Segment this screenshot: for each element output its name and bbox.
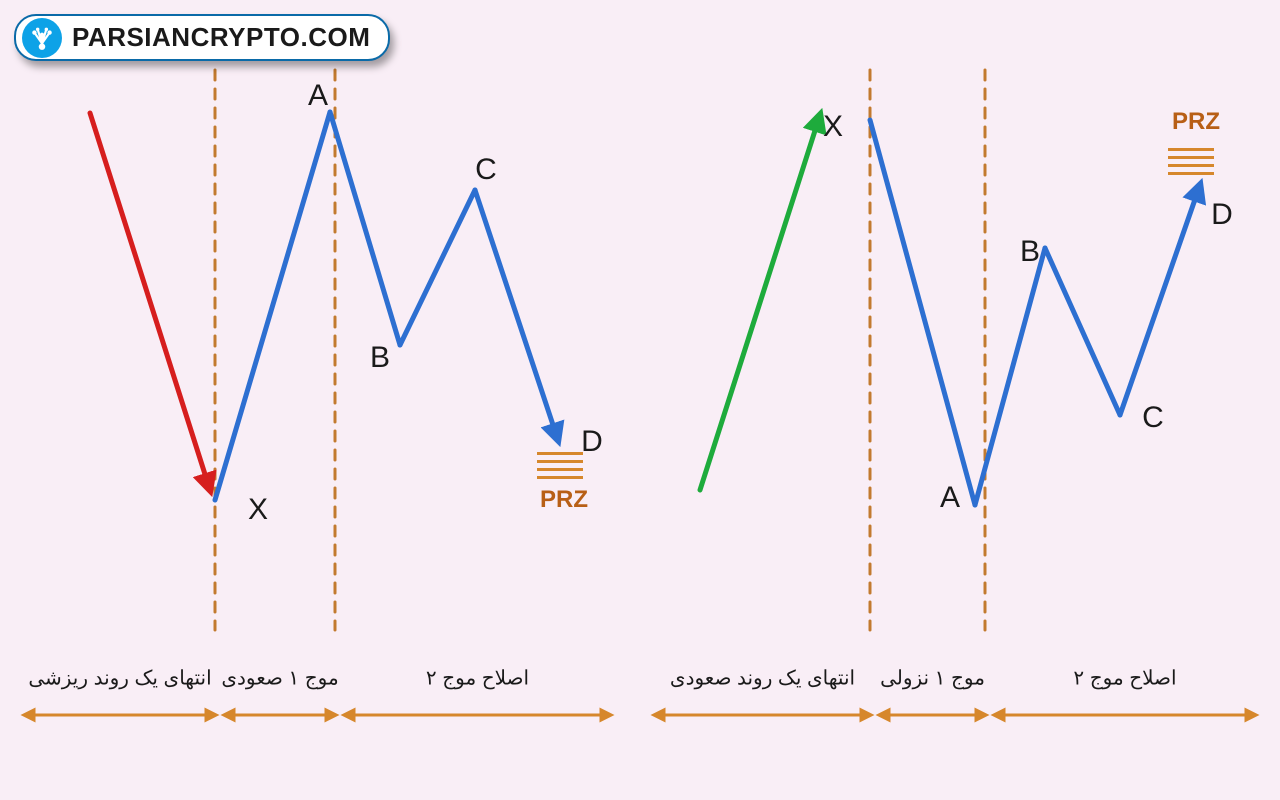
point-label: B — [370, 341, 390, 375]
point-label: C — [475, 153, 497, 187]
point-label: PRZ — [540, 486, 588, 514]
point-label: A — [308, 79, 328, 113]
prz-zone — [1168, 148, 1214, 180]
section-label: اصلاح موج ۲ — [426, 666, 529, 691]
point-label: D — [1211, 198, 1233, 232]
section-label: موج ۱ نزولی — [880, 666, 985, 691]
point-label: B — [1020, 235, 1040, 269]
logo-icon — [22, 18, 62, 58]
point-label: X — [823, 110, 843, 144]
section-label: انتهای یک روند صعودی — [670, 666, 855, 691]
section-label: موج ۱ صعودی — [221, 666, 338, 691]
section-label: اصلاح موج ۲ — [1073, 666, 1176, 691]
point-label: C — [1142, 401, 1164, 435]
logo-text: PARSIANCRYPTO.COM — [72, 22, 370, 52]
point-label: X — [248, 493, 268, 527]
prz-zone — [537, 452, 583, 484]
point-label: A — [940, 481, 960, 515]
logo-badge: PARSIANCRYPTO.COM — [14, 14, 390, 61]
point-label: D — [581, 425, 603, 459]
section-label: انتهای یک روند ریزشی — [28, 666, 211, 691]
point-label: PRZ — [1172, 108, 1220, 136]
